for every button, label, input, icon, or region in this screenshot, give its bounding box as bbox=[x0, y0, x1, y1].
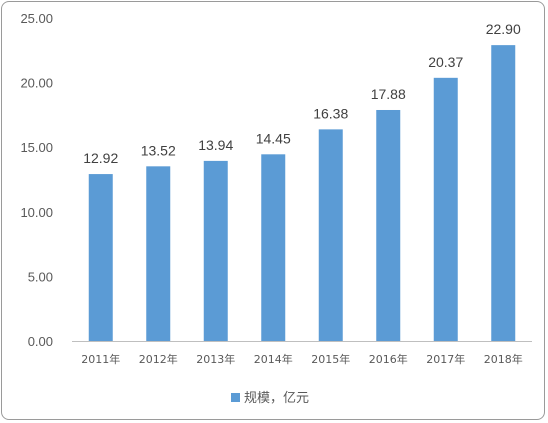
legend-label: 规模，亿元 bbox=[244, 391, 309, 406]
y-tick-label: 20.00 bbox=[20, 76, 53, 91]
data-label: 12.92 bbox=[83, 150, 118, 166]
y-tick-label: 10.00 bbox=[20, 205, 53, 220]
bar bbox=[88, 174, 113, 341]
data-label: 13.94 bbox=[198, 137, 233, 153]
bar bbox=[376, 109, 401, 341]
x-tick-label: 2013年 bbox=[196, 352, 235, 366]
y-axis-ticks: 0.00 5.00 10.00 15.00 20.00 25.00 bbox=[20, 11, 53, 349]
x-tick-label: 2012年 bbox=[139, 352, 178, 366]
bars bbox=[88, 45, 516, 342]
bar bbox=[203, 160, 228, 341]
data-labels: 12.92 13.52 13.94 14.45 16.38 17.88 20.37 22.90 bbox=[83, 21, 521, 166]
y-tick-label: 0.00 bbox=[28, 334, 53, 349]
x-axis-ticks: 2011年 2012年 2013年 2014年 2015年 2016年 2017年 2018年 bbox=[81, 352, 523, 366]
x-tick-label: 2018年 bbox=[484, 352, 523, 366]
bar bbox=[261, 154, 286, 341]
x-tick-label: 2014年 bbox=[254, 352, 293, 366]
data-label: 14.45 bbox=[256, 130, 291, 146]
y-tick-label: 15.00 bbox=[20, 140, 53, 155]
x-tick-label: 2011年 bbox=[81, 352, 120, 366]
x-tick-label: 2016年 bbox=[369, 352, 408, 366]
bar bbox=[433, 77, 458, 341]
data-label: 16.38 bbox=[313, 105, 348, 121]
y-tick-label: 5.00 bbox=[28, 269, 53, 284]
data-label: 13.52 bbox=[141, 142, 176, 158]
x-tick-label: 2017年 bbox=[426, 352, 465, 366]
y-tick-label: 25.00 bbox=[20, 11, 53, 26]
data-label: 20.37 bbox=[428, 54, 463, 70]
data-label: 17.88 bbox=[371, 86, 406, 102]
legend: 规模，亿元 bbox=[231, 391, 309, 406]
bar bbox=[318, 129, 343, 341]
legend-swatch bbox=[231, 393, 240, 402]
bar bbox=[146, 166, 171, 341]
data-label: 22.90 bbox=[486, 21, 521, 37]
bar bbox=[491, 45, 516, 342]
x-tick-label: 2015年 bbox=[311, 352, 350, 366]
